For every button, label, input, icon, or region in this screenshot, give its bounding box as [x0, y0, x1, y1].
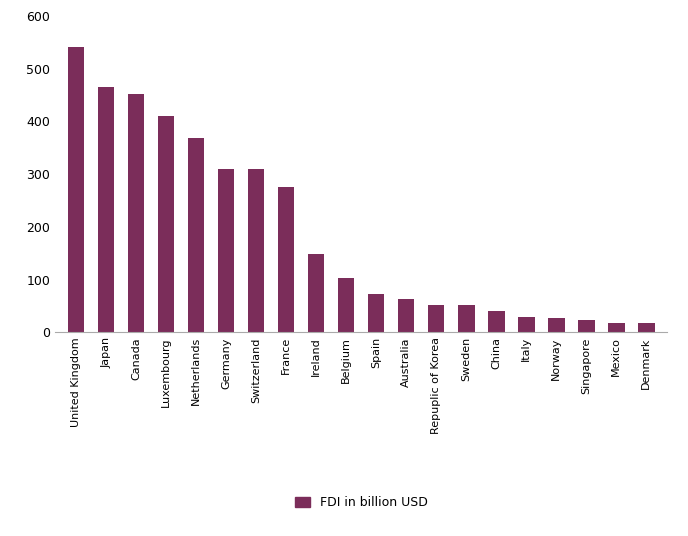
Bar [548, 318, 565, 332]
Bar [578, 320, 594, 332]
Bar [518, 316, 535, 332]
Bar [68, 47, 85, 332]
Bar [188, 138, 204, 332]
Legend: FDI in billion USD: FDI in billion USD [294, 496, 428, 510]
Bar [128, 94, 144, 332]
Bar [248, 169, 264, 332]
Bar [308, 254, 325, 332]
Bar [608, 323, 625, 332]
Bar [488, 311, 504, 332]
Bar [218, 169, 235, 332]
Bar [398, 299, 414, 332]
Bar [98, 87, 114, 332]
Bar [368, 294, 385, 332]
Bar [458, 306, 475, 332]
Bar [338, 278, 354, 332]
Bar [278, 188, 294, 332]
Bar [428, 305, 444, 332]
Bar [638, 323, 654, 332]
Bar [158, 116, 174, 332]
